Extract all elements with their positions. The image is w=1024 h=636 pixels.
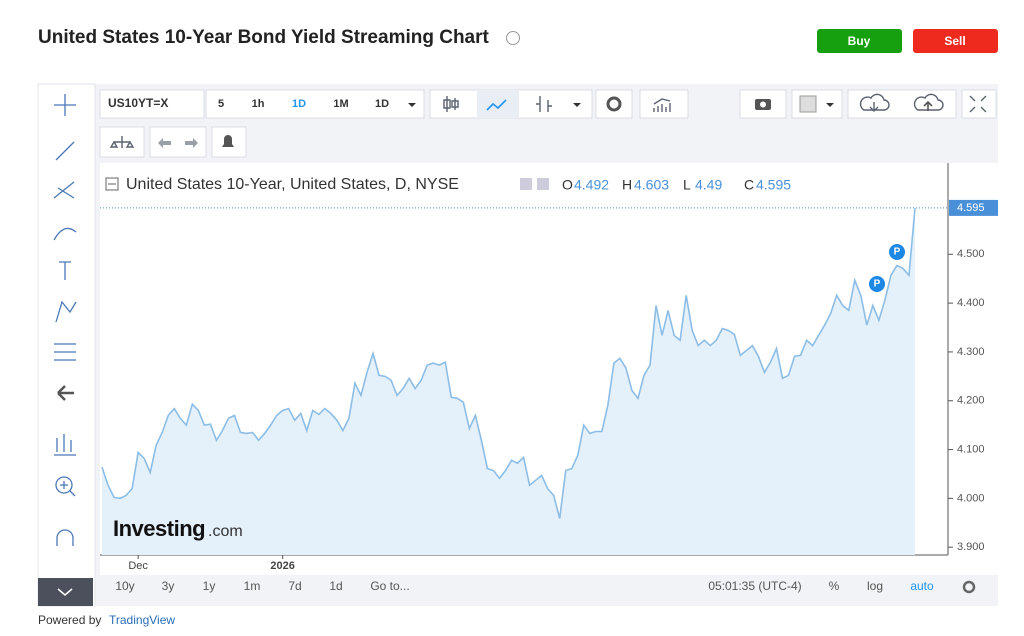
x-tick-label: Dec xyxy=(128,560,148,572)
buy-button[interactable] xyxy=(817,29,902,53)
x-tick-label: 2026 xyxy=(270,560,294,572)
y-tick-label: 4.200 xyxy=(957,395,985,407)
range-button[interactable]: 1m xyxy=(244,579,261,593)
y-tick-label: 3.900 xyxy=(957,541,985,553)
settings-icon[interactable] xyxy=(962,580,976,594)
cloud-group[interactable] xyxy=(847,89,957,119)
legend-toggle[interactable] xyxy=(105,177,119,191)
symbol[interactable]: US10YT=X xyxy=(108,96,168,110)
range-button[interactable]: 3y xyxy=(162,579,175,593)
last-price-label: 4.595 xyxy=(957,202,985,214)
auto-toggle[interactable]: auto xyxy=(910,579,934,593)
ohlc: O 4.492 H 4.603 L 4.49 C 4.595 xyxy=(562,177,791,193)
event-marker-label[interactable]: P xyxy=(894,247,901,258)
range-button[interactable]: 10y xyxy=(115,579,134,593)
ohlc-value: 4.49 xyxy=(695,177,722,193)
watermark: Investing xyxy=(113,516,205,541)
ohlc-label: O xyxy=(562,177,573,193)
ohlc-value: 4.603 xyxy=(634,177,669,193)
symbol-box[interactable] xyxy=(99,89,205,119)
indicators-button[interactable] xyxy=(639,89,689,119)
bottom-bar xyxy=(100,575,998,598)
info-icon[interactable] xyxy=(506,31,520,45)
interval[interactable]: 1M xyxy=(333,98,348,110)
log-toggle[interactable]: log xyxy=(867,579,883,593)
undo-redo[interactable] xyxy=(149,126,207,158)
y-tick-label: 4.500 xyxy=(957,248,985,260)
line xyxy=(101,207,916,519)
range-button[interactable]: 1d xyxy=(329,579,342,593)
event-marker[interactable] xyxy=(869,276,885,292)
left-toolbar xyxy=(37,83,96,607)
interval-group xyxy=(205,89,425,119)
settings-button[interactable] xyxy=(595,89,633,119)
interval[interactable]: 1h xyxy=(252,98,265,110)
range[interactable]: 1D xyxy=(375,98,389,110)
drawing-tools[interactable] xyxy=(53,94,77,546)
y-tick-label: 4.000 xyxy=(957,492,985,504)
range-button[interactable]: 1y xyxy=(203,579,216,593)
footer-link[interactable]: TradingView xyxy=(109,613,175,627)
clock: 05:01:35 (UTC-4) xyxy=(708,579,801,593)
page-title: United States 10-Year Bond Yield Streami… xyxy=(38,27,490,48)
event-marker[interactable] xyxy=(889,244,905,260)
y-tick-label: 4.300 xyxy=(957,346,985,358)
interval[interactable]: 5 xyxy=(218,98,224,110)
legend-title: United States 10-Year, United States, D,… xyxy=(126,176,459,193)
plot: 3.900 4.000 4.100 4.200 4.300 4.400 4.500 Dec 20… xyxy=(100,199,998,572)
percent-toggle[interactable]: % xyxy=(829,579,840,593)
fullscreen-button[interactable] xyxy=(961,89,997,119)
y-tick-label: 4.400 xyxy=(957,297,985,309)
ohlc-label: H xyxy=(622,177,632,193)
buy-label[interactable]: Buy xyxy=(848,34,871,48)
collapse-button[interactable] xyxy=(38,578,93,606)
sell-label[interactable]: Sell xyxy=(944,34,965,48)
y-tick-label: 4.100 xyxy=(957,443,985,455)
last-price-box xyxy=(949,199,998,216)
ohlc-label: L xyxy=(683,177,691,193)
ohlc-label: C xyxy=(744,177,754,193)
area xyxy=(102,207,915,556)
interval[interactable]: 1D xyxy=(292,98,306,110)
watermark-suffix: .com xyxy=(208,523,243,540)
range-button[interactable]: 7d xyxy=(288,579,301,593)
goto-button[interactable]: Go to... xyxy=(370,579,409,593)
ohlc-value: 4.595 xyxy=(756,177,791,193)
ohlc-value: 4.492 xyxy=(574,177,609,193)
event-marker-label[interactable]: P xyxy=(874,279,881,290)
sell-button[interactable] xyxy=(913,29,998,53)
footer-prefix: Powered by xyxy=(38,613,101,627)
